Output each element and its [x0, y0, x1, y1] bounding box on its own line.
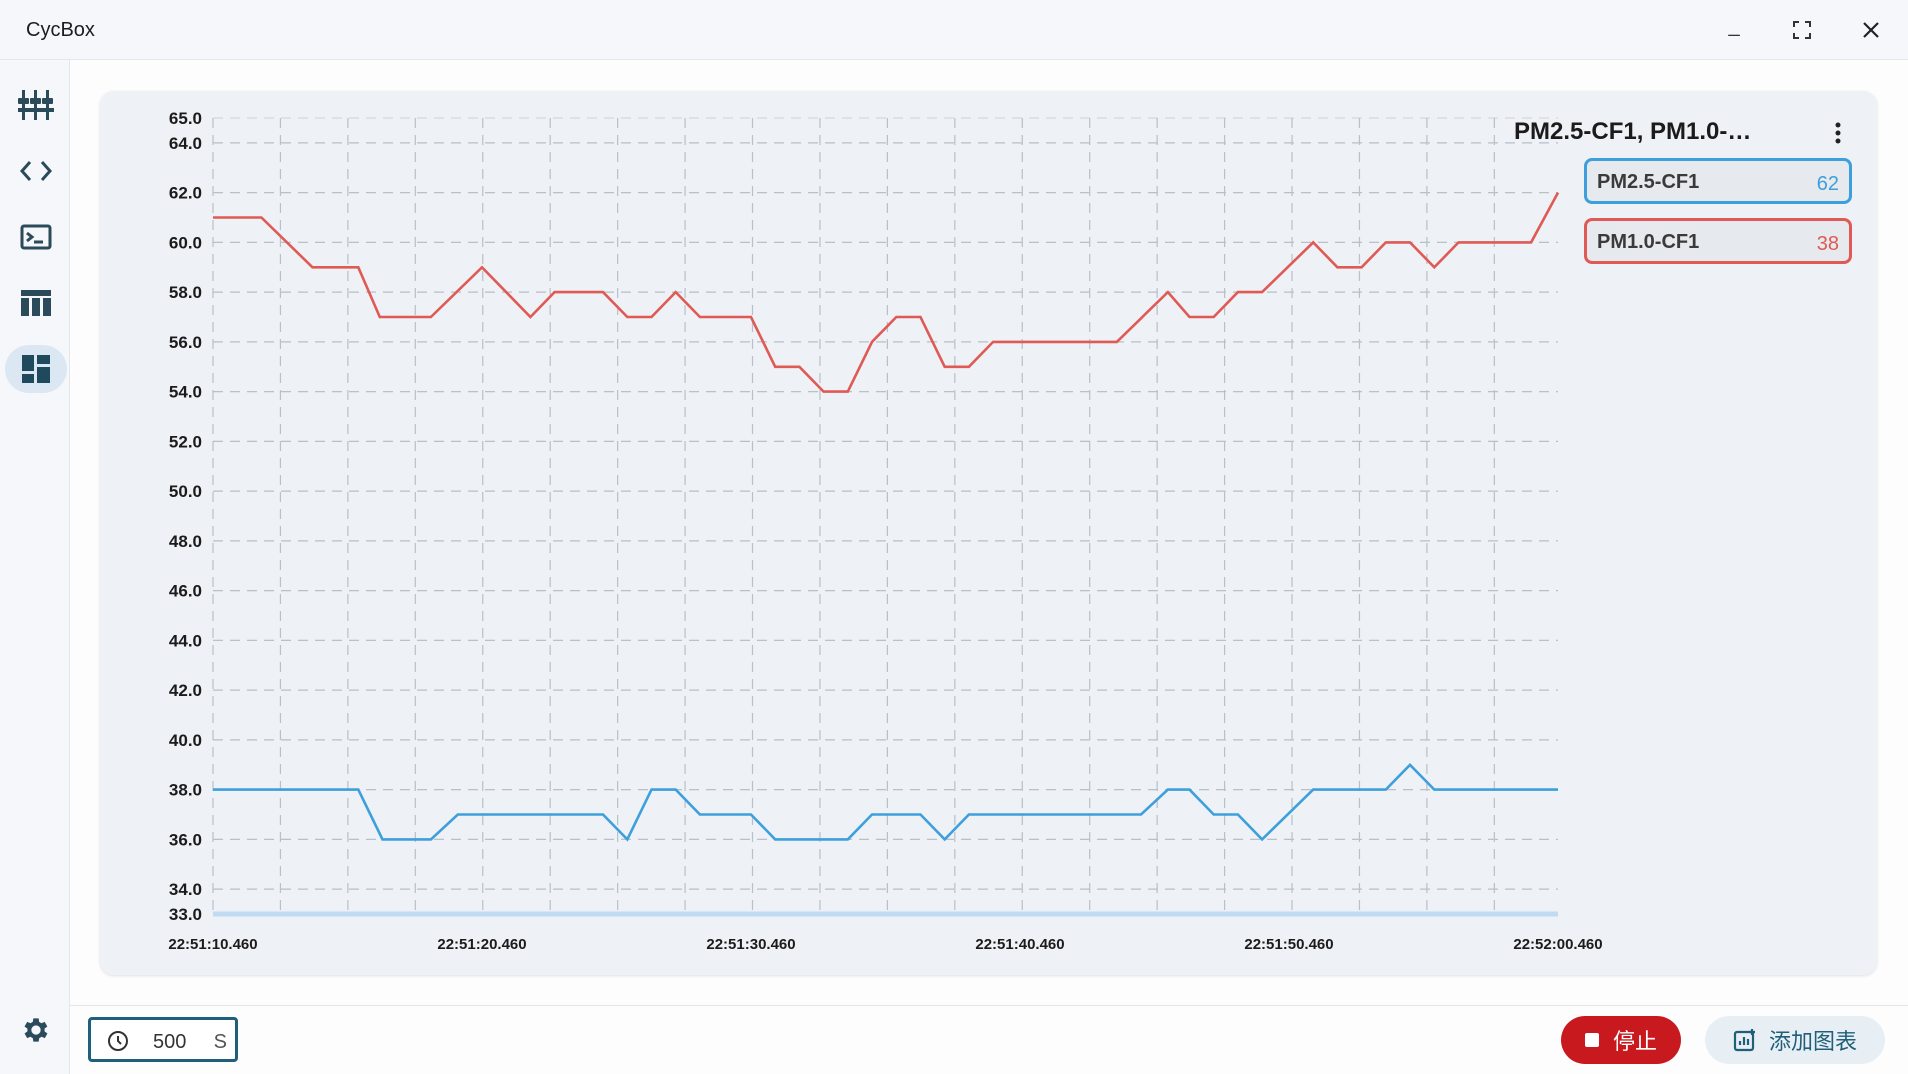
dashboard-icon [22, 355, 50, 383]
y-tick-label: 42.0 [169, 681, 202, 700]
add-chart-icon [1733, 1029, 1755, 1052]
more-options-button[interactable] [1826, 118, 1850, 148]
clock-icon [108, 1031, 128, 1051]
minimize-button[interactable]: _ [1710, 10, 1758, 50]
series-line [213, 191, 1560, 393]
x-tick-label: 22:51:30.460 [706, 936, 795, 953]
title-bar: CycBox _ [0, 0, 1908, 60]
legend-item-value: 38 [1816, 233, 1839, 255]
legend-title: PM2.5-CF1, PM1.0-CF1 [1514, 118, 1754, 145]
stop-label: 停止 [1612, 1029, 1657, 1054]
x-tick-label: 22:52:00.460 [1513, 936, 1602, 953]
y-axis: 65.0 64.0 62.0 60.0 58.0 56.0 54.0 52.0 50.0 48.0… [169, 109, 202, 924]
y-tick-label: 33.0 [169, 905, 202, 924]
stop-icon [1584, 1033, 1599, 1047]
close-button[interactable] [1847, 10, 1895, 50]
duration-input[interactable]: 500 S [88, 1017, 238, 1062]
sidebar-item-dashboard[interactable] [5, 345, 67, 393]
add-chart-label: 添加图表 [1768, 1029, 1857, 1054]
y-tick-label: 65.0 [169, 109, 202, 128]
legend-item-name: PM1.0-CF1 [1597, 231, 1700, 253]
minimize-icon: _ [1728, 14, 1740, 37]
y-tick-label: 38.0 [169, 781, 202, 800]
chart-series [213, 191, 1560, 842]
y-tick-label: 60.0 [169, 233, 202, 252]
y-tick-label: 48.0 [169, 532, 202, 551]
connection-icon [18, 90, 54, 120]
y-tick-label: 62.0 [169, 184, 202, 203]
chart-grid [212, 117, 1558, 917]
sidebar [0, 60, 70, 1074]
add-chart-button[interactable]: 添加图表 [1705, 1016, 1885, 1064]
y-tick-label: 40.0 [169, 731, 202, 750]
main-area [70, 60, 1908, 1074]
y-tick-label: 34.0 [169, 880, 202, 899]
y-tick-label: 36.0 [169, 830, 202, 849]
chart-card [100, 91, 1877, 975]
series-line [213, 762, 1558, 842]
settings-button[interactable] [5, 1006, 67, 1054]
x-axis: 22:51:10.460 22:51:20.460 22:51:30.460 22:5… [168, 936, 1602, 953]
y-tick-label: 54.0 [169, 383, 202, 402]
y-tick-label: 64.0 [169, 134, 202, 153]
y-tick-label: 44.0 [169, 631, 202, 650]
y-tick-label: 58.0 [169, 283, 202, 302]
legend-item-value: 62 [1816, 173, 1839, 195]
sidebar-item-terminal[interactable] [5, 213, 67, 261]
more-vertical-icon [1835, 122, 1841, 144]
maximize-button[interactable] [1778, 10, 1826, 50]
terminal-icon [20, 224, 52, 250]
sidebar-item-connection[interactable] [5, 81, 67, 129]
x-tick-label: 22:51:40.460 [975, 936, 1064, 953]
x-tick-label: 22:51:20.460 [437, 936, 526, 953]
x-tick-label: 22:51:10.460 [168, 936, 257, 953]
legend-item-pm10[interactable]: PM1.0-CF1 38 [1584, 218, 1852, 264]
duration-value: 500 [153, 1031, 187, 1053]
duration-unit: S [213, 1031, 227, 1053]
table-icon [21, 290, 51, 316]
y-tick-label: 50.0 [169, 482, 202, 501]
close-icon [1863, 22, 1879, 38]
sidebar-item-table[interactable] [5, 279, 67, 327]
y-tick-label: 52.0 [169, 432, 202, 451]
legend-item-name: PM2.5-CF1 [1597, 171, 1700, 193]
legend-item-pm25[interactable]: PM2.5-CF1 62 [1584, 158, 1852, 204]
y-tick-label: 56.0 [169, 333, 202, 352]
stop-button[interactable]: 停止 [1561, 1016, 1681, 1064]
app-title: CycBox [26, 19, 95, 41]
code-icon [20, 161, 52, 181]
sidebar-item-code[interactable] [5, 147, 67, 195]
y-tick-label: 46.0 [169, 582, 202, 601]
x-tick-label: 22:51:50.460 [1244, 936, 1333, 953]
maximize-icon [1793, 21, 1811, 39]
gear-icon [24, 1018, 48, 1042]
